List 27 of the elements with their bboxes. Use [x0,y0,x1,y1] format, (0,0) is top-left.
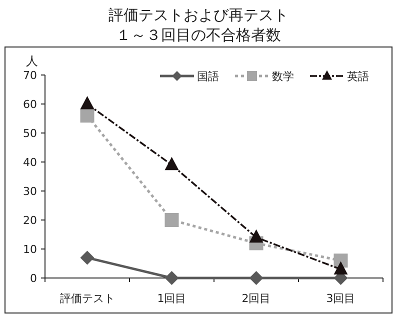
y-tick-label: 70 [23,69,37,82]
x-tick-label: 1回目 [157,292,186,305]
legend-label: 英語 [347,70,369,83]
y-tick-label: 50 [23,127,37,140]
x-tick-label: 3回目 [326,292,356,305]
y-axis-title: 人 [26,54,38,68]
y-tick-label: 60 [23,98,37,111]
y-tick-label: 40 [23,156,37,169]
point [164,156,179,170]
x-tick-label: 2回目 [242,292,271,305]
y-tick-label: 30 [23,185,37,198]
point [164,271,179,285]
y-tick-label: 0 [30,272,37,285]
point [80,108,94,123]
point [164,213,179,227]
point [249,271,264,285]
point [80,250,94,265]
point [334,261,348,275]
point [80,96,94,110]
x-tick-label: 評価テスト [60,292,115,305]
legend-label: 国語 [197,70,219,83]
chart-subtitle: １～３回目の不合格者数 [116,26,281,44]
point [249,229,264,243]
y-tick-label: 10 [23,243,37,256]
legend-label: 数学 [272,70,294,83]
y-tick-label: 20 [23,214,37,227]
chart-title: 評価テストおよび再テスト [108,6,288,24]
